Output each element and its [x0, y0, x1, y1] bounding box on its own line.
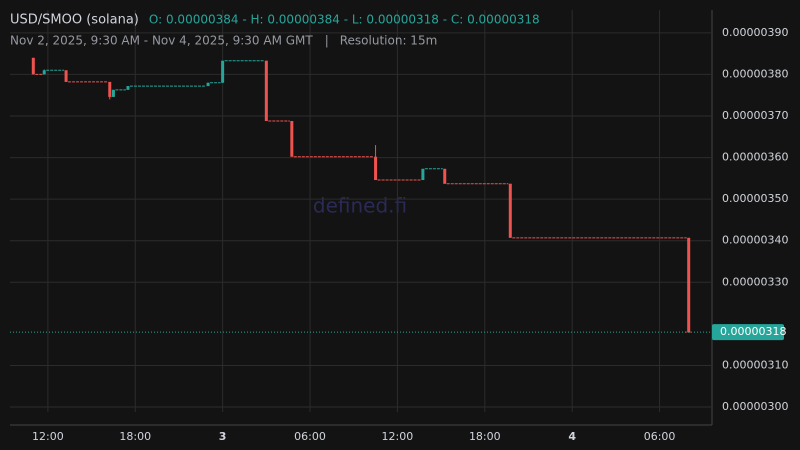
last-price-badge [712, 324, 784, 341]
separator: | [325, 34, 329, 48]
candle-body [687, 237, 691, 333]
ohlc-legend: O: 0.00000384 - H: 0.00000384 - L: 0.000… [149, 13, 540, 27]
candle-body [42, 70, 46, 75]
y-tick-label: 0.00000360 [722, 151, 788, 164]
y-tick-label: 0.00000330 [722, 275, 788, 288]
x-tick-label: 18:00 [469, 430, 501, 443]
x-tick-label: 18:00 [119, 430, 151, 443]
subtitle: Nov 2, 2025, 9:30 AM - Nov 4, 2025, 9:30… [10, 34, 313, 48]
candle-body [206, 82, 210, 87]
x-tick-label: 06:00 [294, 430, 326, 443]
y-tick-label: 0.00000340 [722, 234, 788, 247]
x-tick-label: 12:00 [32, 430, 64, 443]
candle-body [64, 70, 68, 82]
x-tick-label: 12:00 [382, 430, 414, 443]
candle-body [221, 60, 225, 83]
x-tick-label: 3 [219, 430, 227, 443]
candle-body [126, 86, 130, 90]
y-tick-label: 0.00000350 [722, 192, 788, 205]
watermark: defined.fi [313, 194, 407, 218]
y-tick-label: 0.00000300 [722, 400, 788, 413]
candle-body [108, 81, 112, 97]
x-tick-label: 06:00 [644, 430, 676, 443]
candle-body [421, 168, 425, 181]
candle-body [508, 183, 512, 238]
resolution: Resolution: 15m [340, 34, 438, 48]
y-tick-label: 0.00000380 [722, 67, 788, 80]
candle-body [374, 156, 378, 181]
candle-body [443, 168, 447, 184]
y-tick-label: 0.00000370 [722, 109, 788, 122]
last-price-label: 0.00000318 [720, 325, 786, 338]
chart-title: USD/SMOO (solana) [10, 13, 139, 28]
y-tick-label: 0.00000390 [722, 26, 788, 39]
candle-body [111, 89, 115, 97]
candle-body [31, 57, 35, 75]
candle-body [264, 60, 268, 121]
candle-body [290, 120, 294, 157]
x-tick-label: 4 [568, 430, 576, 443]
y-tick-label: 0.00000310 [722, 358, 788, 371]
